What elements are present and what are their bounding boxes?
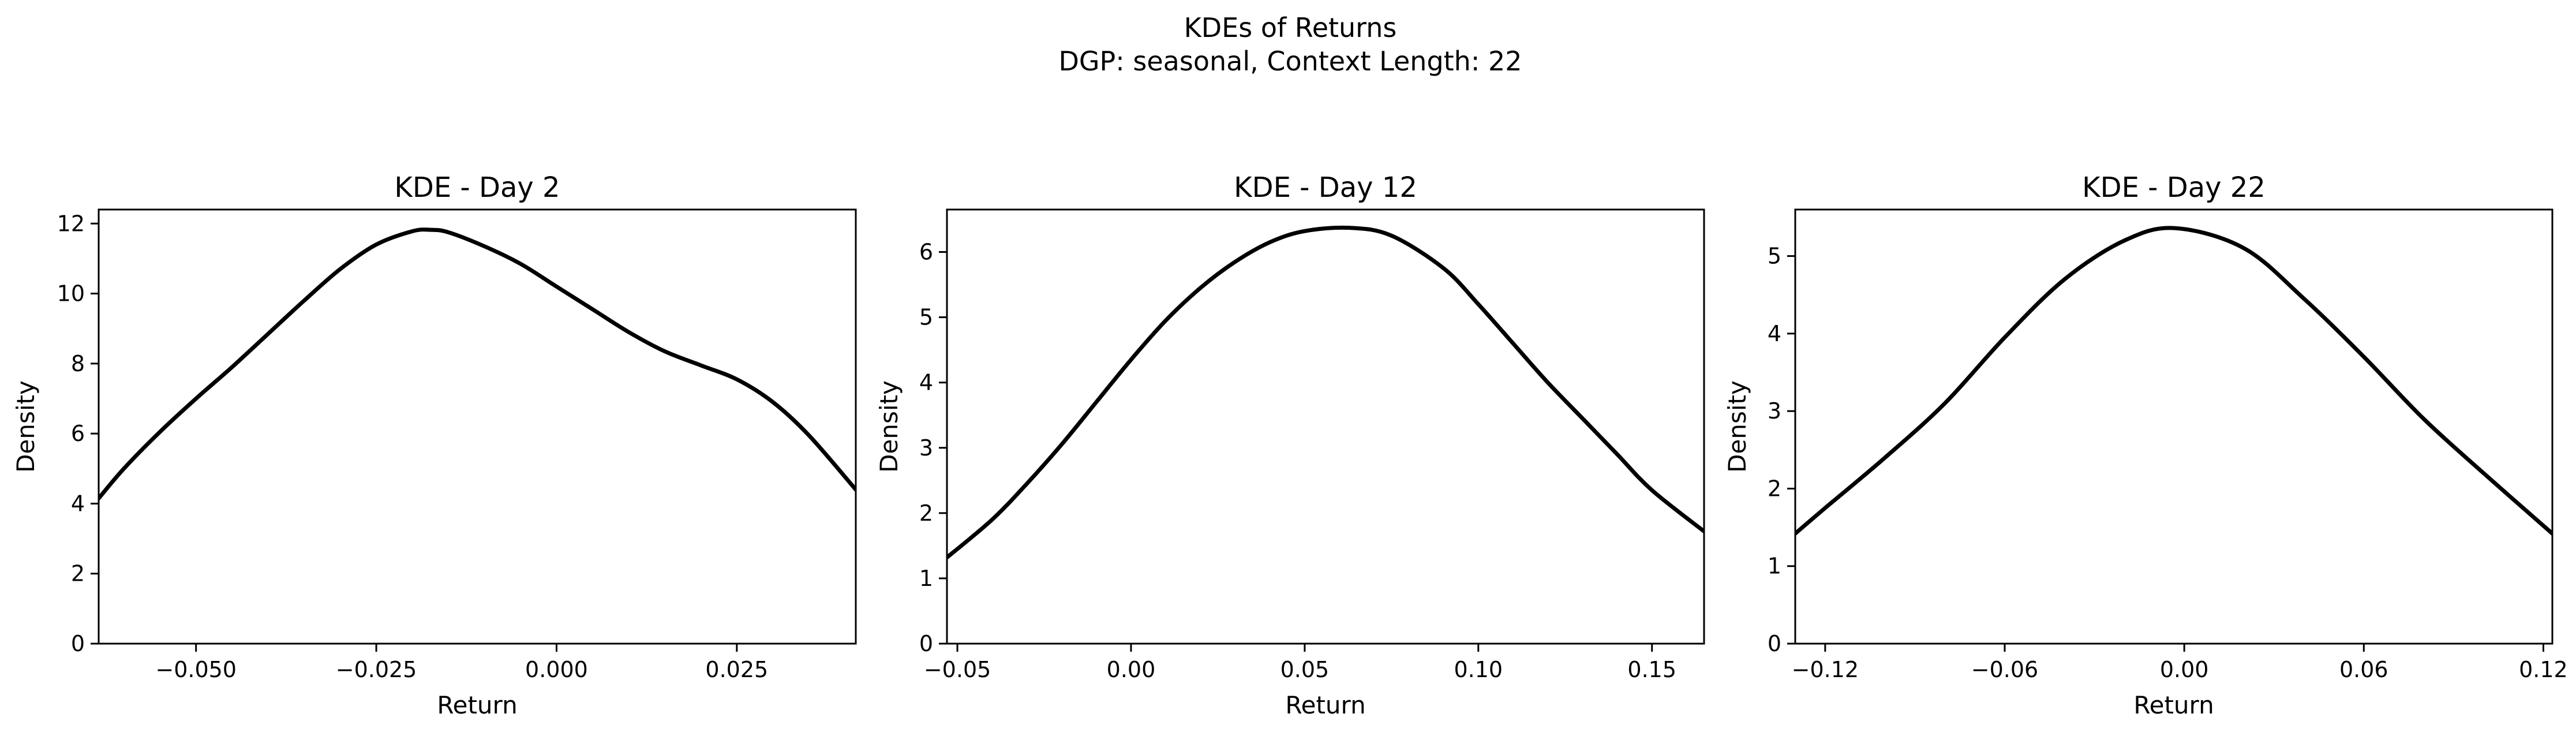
y-tick-label: 5	[1768, 244, 1781, 269]
plot-area	[947, 225, 1704, 560]
x-axis-ticks: −0.05 0.00 0.05 0.10 0.15	[924, 644, 1676, 682]
x-tick-label: −0.12	[1792, 657, 1859, 682]
x-axis-ticks: −0.12 −0.06 0.00 0.06 0.12	[1792, 644, 2568, 682]
x-tick-label: 0.05	[1280, 657, 1330, 682]
x-tick-label: 0.000	[525, 657, 588, 682]
y-tick-label: 2	[71, 561, 85, 586]
x-axis-ticks: −0.050 −0.025 0.000 0.025	[155, 644, 768, 682]
y-tick-label: 4	[71, 491, 85, 516]
x-tick-label: 0.15	[1627, 657, 1676, 682]
y-tick-label: 0	[1768, 631, 1781, 656]
y-axis-ticks: 0 1 2 3 4 5 6	[919, 240, 947, 656]
kde-curve	[1795, 226, 2552, 536]
subplot-day-2: KDE - Day 2 −0.050 −0.025 0.000 0.025 0 2 4 6 8…	[12, 171, 857, 719]
x-tick-label: 0.12	[2519, 657, 2568, 682]
y-tick-label: 3	[919, 435, 933, 461]
y-tick-label: 1	[919, 566, 933, 591]
x-tick-label: −0.05	[924, 657, 991, 682]
y-tick-label: 8	[71, 351, 85, 376]
plot-area	[99, 227, 856, 500]
subplot-day-22: KDE - Day 22 −0.12 −0.06 0.00 0.06 0.12 0 1 2 3…	[1723, 171, 2568, 719]
y-tick-label: 6	[919, 240, 933, 265]
axes-frame	[946, 208, 1705, 645]
x-axis-label: Return	[1285, 691, 1365, 719]
y-axis-label: Density	[875, 380, 903, 473]
y-axis-label: Density	[1723, 380, 1751, 473]
y-tick-label: 10	[57, 281, 85, 307]
x-axis-label: Return	[437, 691, 517, 719]
figure-title-line1: KDEs of Returns	[1184, 12, 1397, 43]
y-tick-label: 1	[1768, 554, 1781, 579]
subplot-title: KDE - Day 12	[1234, 171, 1417, 204]
y-axis-ticks: 0 1 2 3 4 5	[1768, 244, 1795, 656]
x-tick-label: −0.050	[155, 657, 237, 682]
x-tick-label: 0.025	[705, 657, 768, 682]
y-tick-label: 4	[919, 370, 933, 395]
y-tick-label: 12	[57, 211, 85, 236]
figure-title-line2: DGP: seasonal, Context Length: 22	[1058, 46, 1522, 77]
y-tick-label: 2	[1768, 476, 1781, 501]
y-tick-label: 0	[71, 631, 85, 656]
axes-frame	[1794, 208, 2553, 645]
subplot-title: KDE - Day 2	[394, 171, 560, 204]
x-tick-label: −0.06	[1971, 657, 2038, 682]
subplot-title: KDE - Day 22	[2082, 171, 2266, 204]
x-tick-label: −0.025	[336, 657, 417, 682]
kde-curve	[99, 227, 856, 500]
y-tick-label: 2	[919, 500, 933, 526]
plot-area	[1795, 226, 2552, 536]
kde-curve	[947, 225, 1704, 560]
x-tick-label: 0.00	[2160, 657, 2209, 682]
y-axis-label: Density	[12, 380, 40, 473]
axes-frame	[98, 208, 857, 645]
y-tick-label: 3	[1768, 398, 1781, 424]
y-tick-label: 0	[919, 631, 933, 656]
x-tick-label: 0.06	[2339, 657, 2388, 682]
x-tick-label: 0.10	[1454, 657, 1503, 682]
x-tick-label: 0.00	[1107, 657, 1156, 682]
subplot-day-12: KDE - Day 12 −0.05 0.00 0.05 0.10 0.15 0 1 2 3 4…	[875, 171, 1705, 719]
x-axis-label: Return	[2133, 691, 2214, 719]
y-axis-ticks: 0 2 4 6 8 10 12	[57, 211, 99, 656]
y-tick-label: 6	[71, 421, 85, 446]
y-tick-label: 4	[1768, 321, 1781, 346]
y-tick-label: 5	[919, 305, 933, 330]
